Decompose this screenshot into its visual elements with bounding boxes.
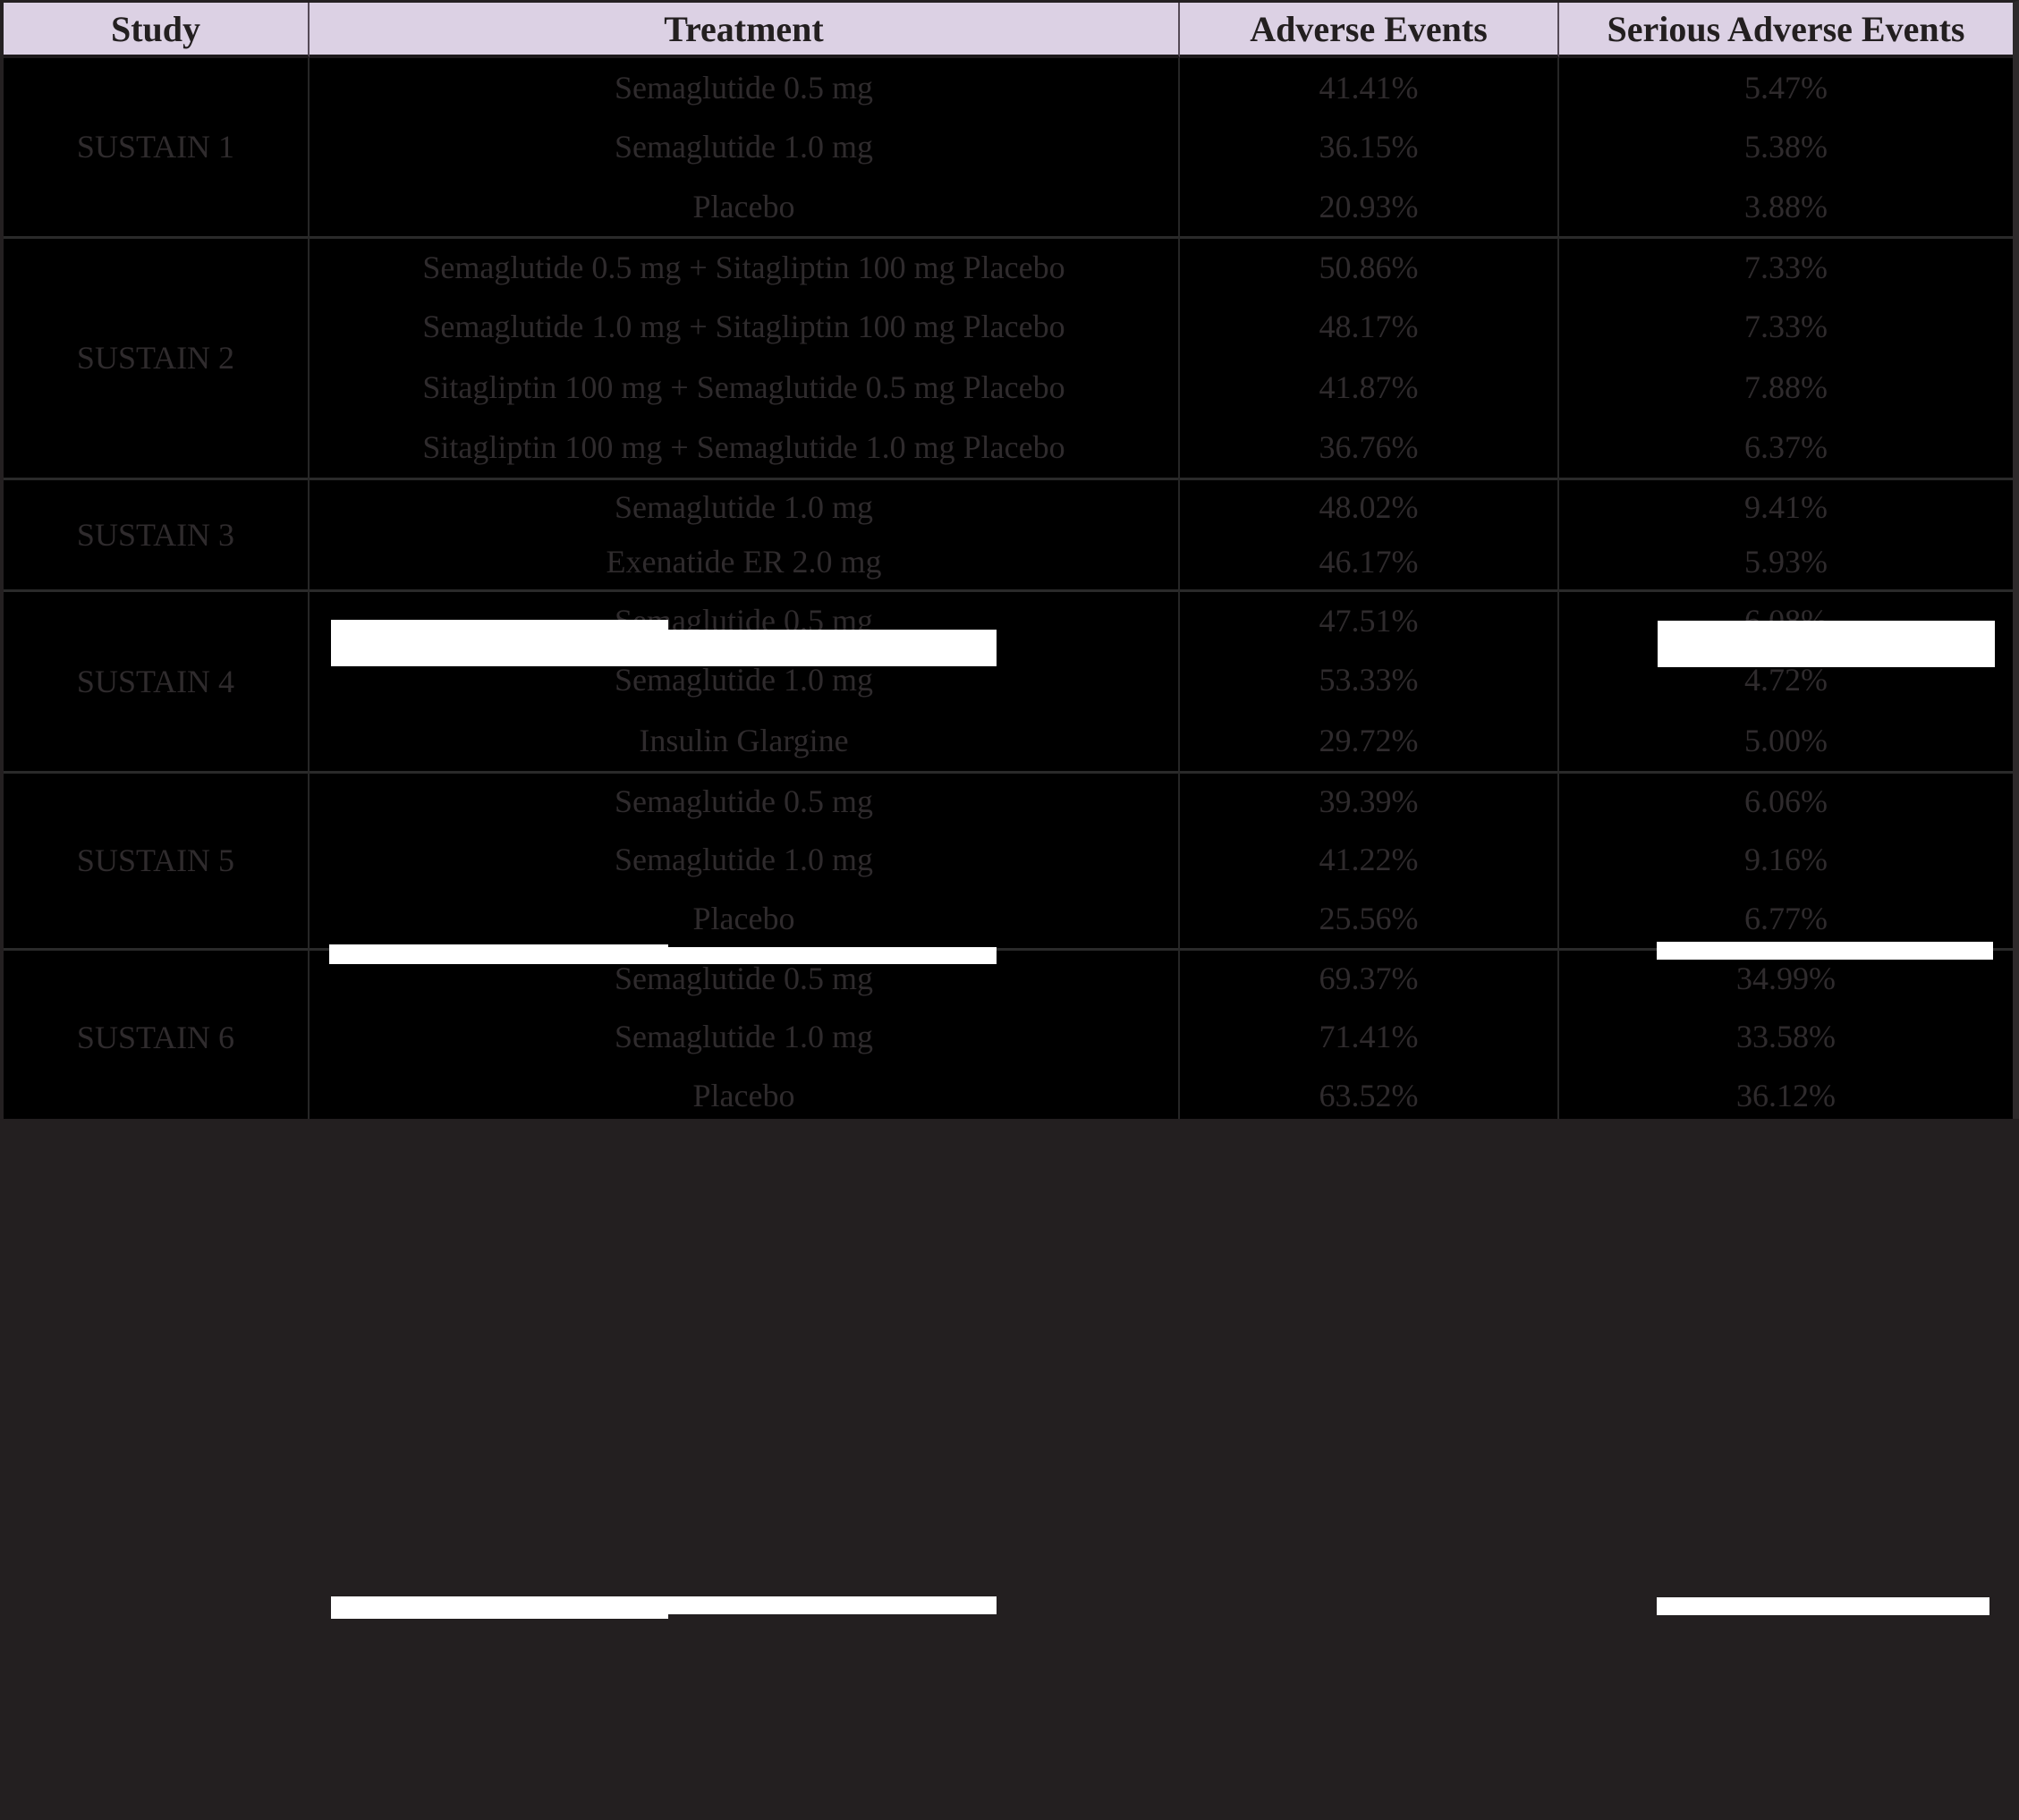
redaction-bar xyxy=(666,1596,997,1614)
adverse-events-cell: 53.33% xyxy=(1180,649,1559,711)
redaction-bar xyxy=(1657,942,1993,960)
treatment-cell: Semaglutide 0.5 mg + Sitagliptin 100 mg … xyxy=(310,235,1180,297)
redaction-bar xyxy=(1658,621,1995,667)
serious-adverse-events-cell: 5.93% xyxy=(1744,543,1828,580)
study-name-cell: SUSTAIN 3 xyxy=(4,477,310,589)
adverse-events-cell: 71.41% xyxy=(1180,1006,1559,1066)
adverse-events-cell: 25.56% xyxy=(1180,888,1559,948)
study-name-cell: SUSTAIN 2 xyxy=(4,235,310,478)
serious-adverse-events-cell: 5.47% xyxy=(1744,70,1828,106)
adverse-events-cell: 41.41% xyxy=(1180,58,1559,118)
adverse-events-cell: 50.86% xyxy=(1180,235,1559,297)
study-name-cell: SUSTAIN 5 xyxy=(4,770,310,948)
serious-adverse-events-cell: 7.33% xyxy=(1559,235,2013,297)
column-header-treatment: Treatment xyxy=(310,3,1180,58)
treatment-cell: Sitagliptin 100 mg + Semaglutide 0.5 mg … xyxy=(310,356,1180,418)
column-header-adverse-events: Adverse Events xyxy=(1180,3,1559,58)
serious-adverse-events-cell: 9.41% xyxy=(1559,477,2013,534)
treatment-cell: Placebo xyxy=(310,888,1180,948)
treatment-cell: Sitagliptin 100 mg + Semaglutide 1.0 mg … xyxy=(310,417,1180,478)
serious-adverse-events-cell: 5.38% xyxy=(1744,129,1828,165)
treatment-cell: Semaglutide 1.0 mg + Sitagliptin 100 mg … xyxy=(310,296,1180,357)
treatment-cell: Placebo xyxy=(310,1065,1180,1125)
adverse-events-cell: 36.15% xyxy=(1180,117,1559,177)
redaction-bar xyxy=(662,947,997,964)
adverse-events-cell: 63.52% xyxy=(1180,1065,1559,1125)
study-name-cell: SUSTAIN 4 xyxy=(4,588,310,771)
adverse-events-cell: 41.87% xyxy=(1180,356,1559,418)
footer-blank-area xyxy=(0,1119,2019,1820)
treatment-cell: Semaglutide 1.0 mg xyxy=(310,1006,1180,1066)
adverse-events-cell: 29.72% xyxy=(1180,710,1559,771)
serious-adverse-events-cell: 36.12% xyxy=(1736,1077,1836,1113)
adverse-events-cell: 48.17% xyxy=(1180,296,1559,357)
adverse-events-cell: 41.22% xyxy=(1180,829,1559,889)
table-body: SUSTAIN 1 Semaglutide 0.5 mg 41.41% 5.47% Se… xyxy=(4,58,2013,1125)
treatment-cell: Semaglutide 1.0 mg xyxy=(310,117,1180,177)
treatment-cell: Placebo xyxy=(310,176,1180,236)
adverse-events-cell: 39.39% xyxy=(1180,770,1559,830)
serious-adverse-events-cell: 6.06% xyxy=(1559,770,2013,830)
adverse-events-cell: 47.51% xyxy=(1180,588,1559,650)
serious-adverse-events-cell: 4.72% xyxy=(1744,662,1828,698)
adverse-events-cell: 48.02% xyxy=(1180,477,1559,534)
serious-adverse-events-cell: 7.33% xyxy=(1744,309,1828,345)
adverse-events-cell: 46.17% xyxy=(1180,533,1559,589)
treatment-cell: Insulin Glargine xyxy=(310,710,1180,771)
study-name-cell: SUSTAIN 6 xyxy=(4,947,310,1125)
treatment-cell: Semaglutide 0.5 mg xyxy=(310,770,1180,830)
treatment-cell: Semaglutide 0.5 mg xyxy=(310,58,1180,118)
column-header-serious-adverse-events: Serious Adverse Events xyxy=(1559,3,2013,58)
adverse-events-cell: 69.37% xyxy=(1180,947,1559,1007)
adverse-events-cell: 20.93% xyxy=(1180,176,1559,236)
serious-adverse-events-cell: 33.58% xyxy=(1736,1018,1836,1054)
redaction-bar xyxy=(331,1596,668,1619)
adverse-events-cell: 36.76% xyxy=(1180,417,1559,478)
adverse-events-table: Study Treatment Adverse Events Serious A… xyxy=(0,0,2019,1125)
redaction-bar xyxy=(1657,1597,1989,1615)
serious-adverse-events-cell: 3.88% xyxy=(1744,188,1828,224)
treatment-cell: Exenatide ER 2.0 mg xyxy=(310,533,1180,589)
serious-adverse-events-cell: 6.37% xyxy=(1744,429,1828,466)
redaction-bar xyxy=(331,620,668,666)
study-name-cell: SUSTAIN 1 xyxy=(4,58,310,236)
serious-adverse-events-cell: 7.88% xyxy=(1744,368,1828,405)
treatment-cell: Semaglutide 1.0 mg xyxy=(310,477,1180,534)
redaction-bar xyxy=(662,630,997,666)
treatment-cell: Semaglutide 1.0 mg xyxy=(310,829,1180,889)
serious-adverse-events-cell: 5.00% xyxy=(1744,723,1828,759)
redaction-bar xyxy=(329,944,668,964)
table-header: Study Treatment Adverse Events Serious A… xyxy=(4,3,2013,58)
column-header-study: Study xyxy=(4,3,310,58)
serious-adverse-events-cell: 6.77% xyxy=(1744,900,1828,936)
serious-adverse-events-cell: 9.16% xyxy=(1744,841,1828,877)
treatment-cell: Semaglutide 1.0 mg xyxy=(310,649,1180,711)
